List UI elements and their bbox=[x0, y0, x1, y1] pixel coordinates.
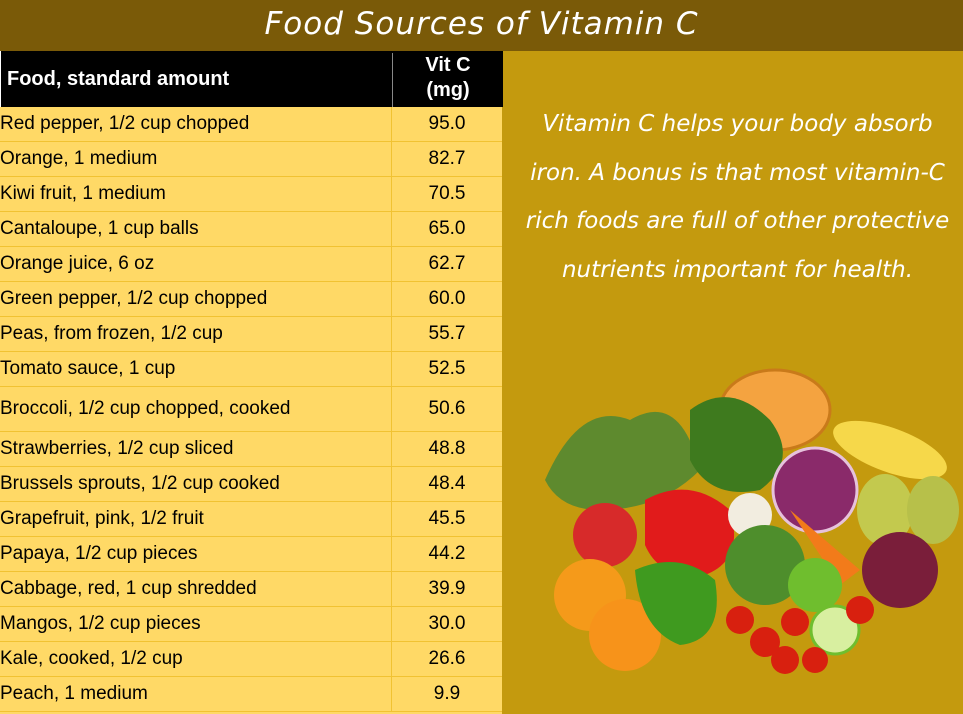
lettuce-icon bbox=[545, 411, 700, 510]
vit-c-cell: 26.6 bbox=[391, 642, 502, 676]
parsley-icon bbox=[690, 397, 783, 492]
food-cell: Brussels sprouts, 1/2 cup cooked bbox=[0, 473, 280, 494]
table-row: Orange, 1 medium 82.7 bbox=[0, 142, 502, 177]
vitamin-c-table: Food, standard amount Vit C (mg) Red pep… bbox=[0, 51, 503, 714]
red-pepper-icon bbox=[645, 489, 735, 576]
grapes-icon bbox=[862, 532, 938, 608]
food-cell: Strawberries, 1/2 cup sliced bbox=[0, 438, 234, 459]
food-cell: Red pepper, 1/2 cup chopped bbox=[0, 113, 250, 134]
food-cell: Mangos, 1/2 cup pieces bbox=[0, 613, 201, 634]
table-row: Grapefruit, pink, 1/2 fruit 45.5 bbox=[0, 502, 502, 537]
lime-icon bbox=[788, 558, 842, 612]
table-row: Peas, from frozen, 1/2 cup 55.7 bbox=[0, 317, 502, 352]
table-row: Peach, 1 medium 9.9 bbox=[0, 677, 502, 712]
table-row: Mangos, 1/2 cup pieces 30.0 bbox=[0, 607, 502, 642]
table-row: Orange juice, 6 oz 62.7 bbox=[0, 247, 502, 282]
table-row: Kiwi fruit, 1 medium 70.5 bbox=[0, 177, 502, 212]
table-row: Cabbage, red, 1 cup shredded 39.9 bbox=[0, 572, 502, 607]
vit-c-cell: 48.8 bbox=[391, 432, 502, 466]
food-cell: Green pepper, 1/2 cup chopped bbox=[0, 288, 268, 309]
vit-c-cell: 48.4 bbox=[391, 467, 502, 501]
food-cell: Kiwi fruit, 1 medium bbox=[0, 183, 166, 204]
vit-c-cell: 30.0 bbox=[391, 607, 502, 641]
table-row: Papaya, 1/2 cup pieces 44.2 bbox=[0, 537, 502, 572]
vit-c-cell: 9.9 bbox=[391, 677, 502, 711]
table-header: Food, standard amount Vit C (mg) bbox=[0, 51, 503, 107]
vit-c-cell: 60.0 bbox=[391, 282, 502, 316]
table-row: Red pepper, 1/2 cup chopped 95.0 bbox=[0, 107, 502, 142]
orange-icon-2 bbox=[589, 599, 661, 671]
food-cell: Kale, cooked, 1/2 cup bbox=[0, 648, 183, 669]
food-cell: Grapefruit, pink, 1/2 fruit bbox=[0, 508, 204, 529]
carrot-icon bbox=[790, 510, 860, 585]
table-row: Brussels sprouts, 1/2 cup cooked 48.4 bbox=[0, 467, 502, 502]
table-row: Strawberries, 1/2 cup sliced 48.8 bbox=[0, 432, 502, 467]
fruit-vegetable-illustration bbox=[545, 368, 959, 674]
food-cell: Peas, from frozen, 1/2 cup bbox=[0, 323, 223, 344]
vit-c-cell: 70.5 bbox=[391, 177, 502, 211]
table-row: Tomato sauce, 1 cup 52.5 bbox=[0, 352, 502, 387]
header-food: Food, standard amount bbox=[7, 68, 230, 90]
vitamin-c-note: Vitamin C helps your body absorb iron. A… bbox=[525, 111, 950, 283]
food-cell: Broccoli, 1/2 cup chopped, cooked bbox=[0, 398, 291, 419]
vit-c-cell: 62.7 bbox=[391, 247, 502, 281]
vit-c-cell: 95.0 bbox=[391, 107, 502, 141]
food-cell: Cabbage, red, 1 cup shredded bbox=[0, 578, 257, 599]
table-body: Red pepper, 1/2 cup chopped 95.0 Orange, 1… bbox=[0, 107, 502, 712]
food-cell: Orange juice, 6 oz bbox=[0, 253, 155, 274]
pear-icon-2 bbox=[907, 476, 959, 544]
food-cell: Cantaloupe, 1 cup balls bbox=[0, 218, 199, 239]
vit-c-cell: 52.5 bbox=[391, 352, 502, 386]
header-vit-c: Vit C (mg) bbox=[392, 53, 503, 107]
table-row: Cantaloupe, 1 cup balls 65.0 bbox=[0, 212, 502, 247]
header-vit-c-line1: Vit C bbox=[425, 54, 471, 76]
table-row: Green pepper, 1/2 cup chopped 60.0 bbox=[0, 282, 502, 317]
table-row: Kale, cooked, 1/2 cup 26.6 bbox=[0, 642, 502, 677]
table-row: Broccoli, 1/2 cup chopped, cooked 50.6 bbox=[0, 387, 502, 432]
vit-c-cell: 55.7 bbox=[391, 317, 502, 351]
vit-c-cell: 39.9 bbox=[391, 572, 502, 606]
green-pepper-icon bbox=[635, 562, 717, 645]
tomatoes-icon bbox=[726, 596, 874, 674]
lime-half-icon bbox=[809, 604, 861, 656]
food-cell: Tomato sauce, 1 cup bbox=[0, 358, 176, 379]
food-cell: Papaya, 1/2 cup pieces bbox=[0, 543, 198, 564]
vit-c-cell: 65.0 bbox=[391, 212, 502, 246]
apple-icon bbox=[573, 503, 637, 567]
food-cell: Peach, 1 medium bbox=[0, 683, 148, 704]
red-cabbage-icon bbox=[771, 446, 859, 534]
header-vit-c-line2: (mg) bbox=[426, 79, 470, 101]
vit-c-cell: 44.2 bbox=[391, 537, 502, 571]
pear-icon bbox=[857, 474, 913, 546]
vit-c-cell: 82.7 bbox=[391, 142, 502, 176]
vit-c-cell: 50.6 bbox=[391, 387, 502, 431]
broccoli-icon bbox=[725, 525, 805, 605]
page-title: Food Sources of Vitamin C bbox=[264, 6, 699, 42]
food-cell: Orange, 1 medium bbox=[0, 148, 158, 169]
title-bar bbox=[0, 0, 963, 51]
vit-c-cell: 45.5 bbox=[391, 502, 502, 536]
banana-icon bbox=[833, 420, 947, 480]
